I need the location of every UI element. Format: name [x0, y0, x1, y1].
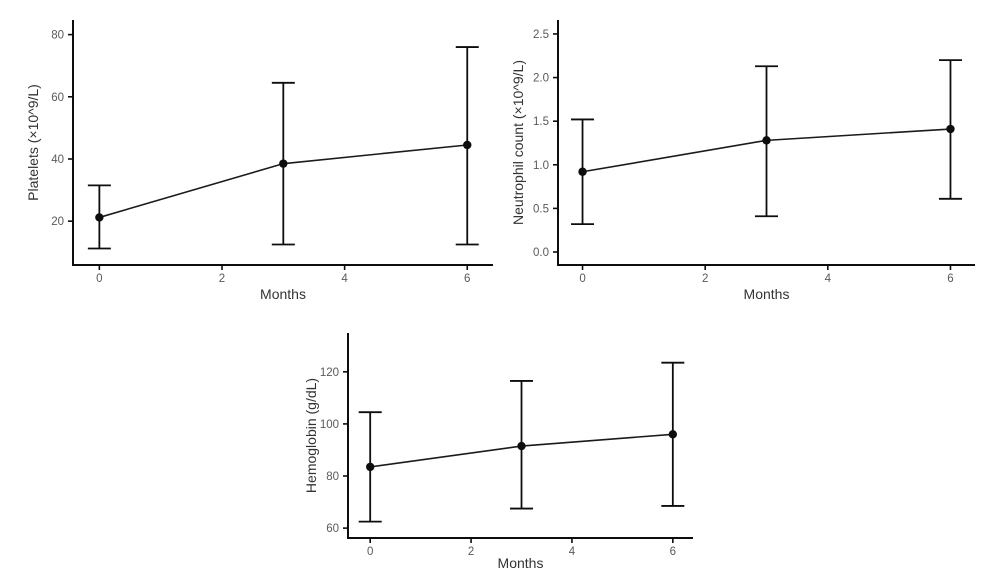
y-axis-title: Platelets (×10^9/L) — [25, 84, 41, 201]
y-tick-label: 60 — [51, 92, 64, 104]
y-tick-label: 120 — [320, 367, 339, 379]
neutrophil-count-chart-svg: 0.0 0.5 1.0 1.5 2.0 2.5 0 2 4 6 Months Neutrophil c… — [510, 20, 975, 300]
x-tick-label: 4 — [569, 546, 576, 558]
y-tick-label: 0.0 — [533, 247, 549, 259]
data-point — [279, 159, 288, 168]
neutrophil-count-chart: 0.0 0.5 1.0 1.5 2.0 2.5 0 2 4 6 Months Neutrophil c… — [500, 0, 1005, 300]
x-tick-label: 0 — [367, 546, 373, 558]
x-tick-label: 0 — [579, 273, 585, 285]
data-point — [578, 167, 587, 176]
x-tick-label: 6 — [670, 546, 676, 558]
y-tick-label: 2.5 — [533, 29, 549, 41]
x-tick-label: 6 — [464, 273, 470, 285]
y-tick-label: 0.5 — [533, 203, 549, 215]
x-tick-label: 2 — [702, 273, 708, 285]
y-tick-label: 20 — [51, 216, 64, 228]
x-tick-label: 0 — [96, 273, 102, 285]
y-tick-label: 2.0 — [533, 73, 549, 85]
data-point — [463, 140, 472, 150]
y-tick-label: 80 — [51, 30, 64, 42]
data-point — [365, 462, 375, 472]
data-point — [668, 430, 678, 439]
x-axis-title: Months — [744, 286, 790, 300]
hemoglobin-chart-svg: 60 80 100 120 0 2 4 6 Months Hemoglobin (g/dL) — [303, 333, 693, 571]
y-axis-title: Hemoglobin (g/dL) — [303, 378, 319, 493]
y-tick-label: 40 — [51, 154, 64, 166]
data-point — [762, 136, 771, 145]
platelets-chart: 20 40 60 80 0 2 4 6 Months Platelets (×10^9/L) — [0, 0, 500, 300]
x-tick-label: 4 — [825, 273, 832, 285]
y-tick-label: 1.0 — [533, 160, 549, 172]
data-point — [95, 213, 104, 222]
y-tick-label: 1.5 — [533, 116, 549, 128]
data-point — [946, 124, 955, 134]
x-tick-label: 2 — [468, 546, 474, 558]
platelets-chart-svg: 20 40 60 80 0 2 4 6 Months Platelets (×10^9/L) — [25, 20, 493, 300]
x-tick-label: 4 — [341, 273, 348, 285]
x-tick-label: 2 — [219, 273, 225, 285]
y-tick-label: 60 — [326, 523, 339, 535]
x-tick-label: 6 — [947, 273, 953, 285]
y-axis-title: Neutrophil count (×10^9/L) — [510, 60, 526, 225]
data-point — [517, 441, 526, 451]
x-axis-title: Months — [498, 555, 544, 571]
y-tick-label: 80 — [326, 471, 339, 483]
x-axis-title: Months — [260, 286, 306, 300]
y-tick-label: 100 — [320, 419, 339, 431]
hemoglobin-chart: 60 80 100 120 0 2 4 6 Months Hemoglobin (g/dL) — [280, 300, 740, 582]
